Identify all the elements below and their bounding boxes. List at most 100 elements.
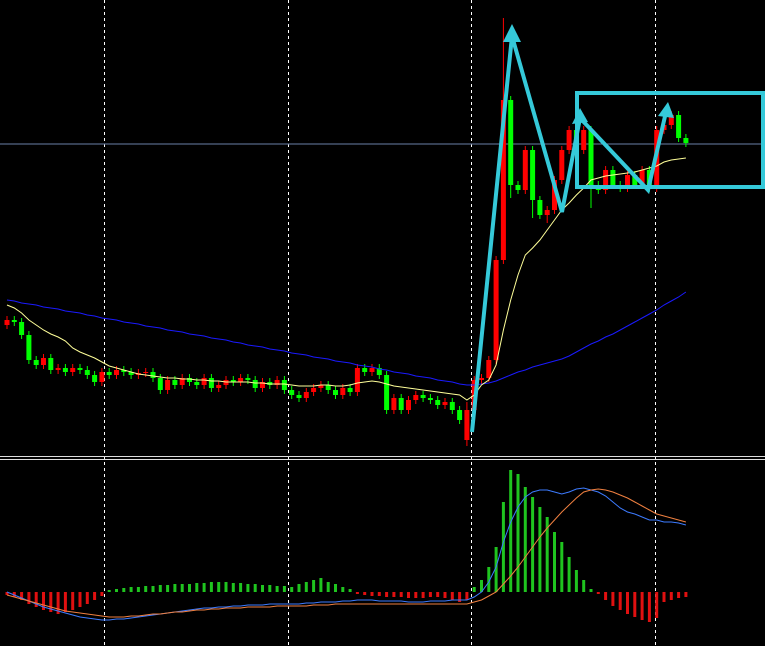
candle-body — [230, 380, 236, 382]
histogram-bar — [501, 502, 505, 592]
histogram-bar — [341, 587, 345, 592]
histogram-bar — [56, 592, 60, 614]
histogram-bar — [567, 557, 571, 592]
histogram-bar — [553, 532, 556, 592]
histogram-bar — [217, 582, 221, 592]
histogram-bar — [115, 589, 118, 592]
histogram-bar — [290, 587, 294, 592]
candle-body — [442, 402, 448, 405]
histogram-bar — [253, 584, 257, 592]
histogram-bar — [611, 592, 615, 606]
annotation-arrowhead — [658, 102, 674, 118]
candle-body — [201, 378, 207, 385]
candle-body — [537, 200, 543, 215]
candle-body — [515, 185, 521, 190]
histogram-bar — [282, 586, 286, 592]
histogram-bar — [49, 592, 53, 612]
histogram-bar — [596, 592, 600, 594]
histogram-bar — [509, 470, 513, 592]
candle-body — [303, 392, 309, 398]
histogram-bar — [480, 580, 483, 592]
indicator-line — [6, 291, 687, 386]
candle-body — [384, 375, 390, 410]
histogram-bar — [472, 587, 476, 592]
candle-body — [77, 368, 83, 370]
candle-body — [121, 370, 127, 372]
histogram-bar — [173, 584, 177, 592]
candle-body — [62, 368, 68, 372]
histogram-bar — [129, 587, 133, 592]
candle-body — [544, 210, 550, 215]
candle-body — [33, 360, 39, 365]
histogram-bar — [589, 589, 593, 592]
histogram-bar — [487, 567, 491, 592]
histogram-bar — [71, 592, 75, 610]
candle-body — [245, 378, 251, 380]
histogram-bar — [399, 592, 403, 597]
candle-body — [238, 378, 244, 382]
candle-body — [84, 370, 90, 375]
candle-body — [128, 372, 134, 375]
candle-body — [369, 368, 375, 372]
histogram-bar — [443, 592, 447, 598]
histogram-bar — [319, 578, 323, 592]
histogram-bar — [363, 592, 367, 595]
candle-body — [157, 378, 163, 390]
histogram-bar — [626, 592, 629, 614]
histogram-bar — [42, 592, 45, 610]
candle-body — [92, 375, 98, 382]
histogram-bar — [516, 474, 520, 592]
histogram-bar — [188, 584, 191, 592]
candle-body — [376, 368, 382, 375]
histogram-bar — [684, 592, 688, 597]
candle-body — [588, 130, 594, 185]
candle-body — [479, 378, 484, 380]
candle-body — [26, 335, 32, 360]
histogram-bar — [385, 592, 389, 597]
candle-body — [530, 150, 536, 200]
candle-body — [187, 378, 192, 382]
candle-body — [552, 180, 557, 210]
histogram-bar — [151, 586, 155, 592]
histogram-bar — [545, 517, 549, 592]
candle-body — [252, 380, 258, 388]
histogram-bar — [523, 487, 527, 592]
histogram-bar — [348, 589, 352, 592]
annotation-zigzag — [470, 35, 668, 433]
candle-body — [362, 368, 368, 372]
histogram-bar — [450, 592, 454, 600]
candle-body — [508, 100, 514, 185]
histogram-bar — [224, 582, 228, 592]
candle-body — [668, 115, 674, 125]
candle-body — [296, 395, 302, 398]
histogram-bar — [195, 583, 199, 592]
candle-body — [55, 368, 61, 370]
annotation-arrowhead — [572, 108, 588, 124]
candle-body — [216, 385, 222, 388]
candle-body — [340, 388, 346, 395]
histogram-bar — [93, 592, 97, 600]
histogram-bar — [458, 592, 462, 602]
histogram-bar — [180, 584, 184, 592]
candle-body — [486, 360, 492, 378]
indicator-line — [6, 488, 687, 618]
candle-body — [114, 370, 119, 375]
histogram-bar — [582, 580, 586, 592]
data-layer — [0, 18, 765, 622]
candle-body — [639, 170, 645, 185]
histogram-bar — [202, 583, 206, 592]
candle-body — [194, 382, 200, 385]
candle-body — [347, 388, 353, 392]
indicator-line — [6, 487, 687, 621]
histogram-bar — [640, 592, 644, 620]
histogram-bar — [531, 497, 535, 592]
histogram-bar — [662, 592, 666, 602]
candle-body — [311, 388, 317, 392]
candle-body — [610, 170, 616, 185]
histogram-bar — [239, 583, 243, 592]
histogram-bar — [166, 585, 170, 592]
candle-body — [449, 402, 455, 410]
histogram-bar — [158, 585, 162, 592]
